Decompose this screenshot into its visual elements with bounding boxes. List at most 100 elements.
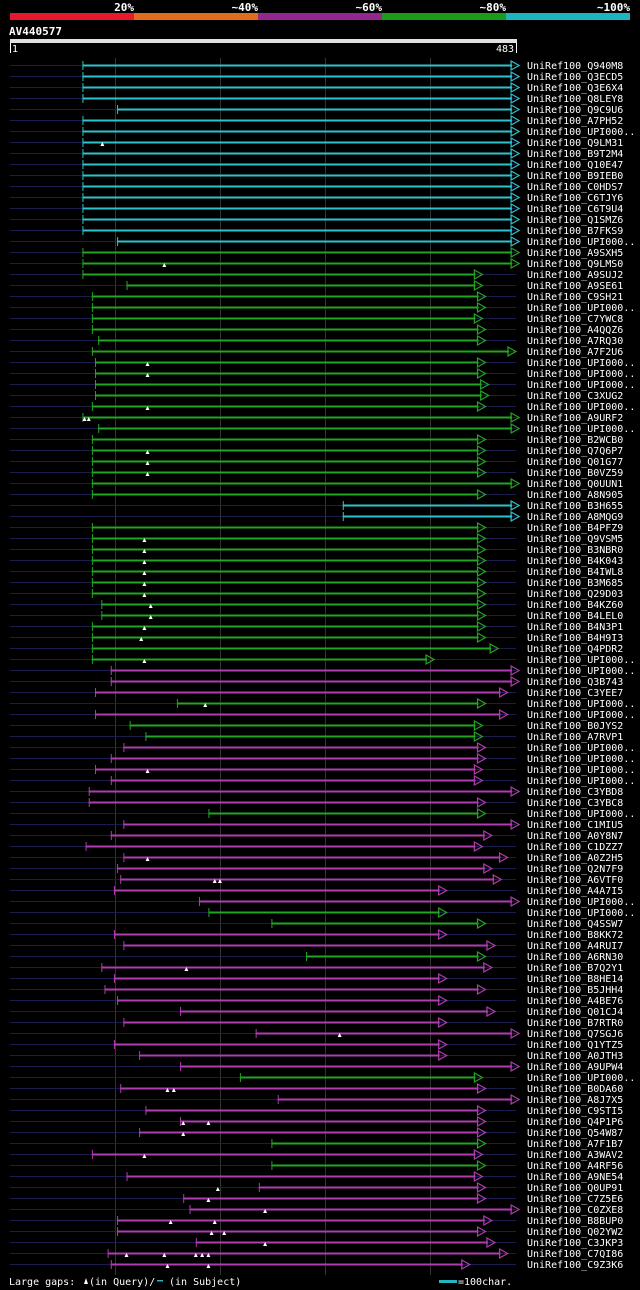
hit-id-label[interactable]: UniRef100_A7F1B7	[527, 1139, 623, 1150]
hit-id-label[interactable]: UniRef100_Q54W87	[527, 1128, 623, 1139]
hit-id-label[interactable]: UniRef100_A4RF56	[527, 1161, 623, 1172]
hit-row[interactable]: UniRef100_Q10E47	[10, 158, 623, 171]
hit-row[interactable]: UniRef100_Q1SMZ6	[10, 213, 623, 226]
hit-id-label[interactable]: UniRef100_C3YBC8	[527, 798, 623, 809]
hit-id-label[interactable]: UniRef100_A3WAV2	[527, 1150, 623, 1161]
hit-id-label[interactable]: UniRef100_A0JTH3	[527, 1051, 623, 1062]
hit-id-label[interactable]: UniRef100_UPI000..	[527, 754, 635, 765]
hit-row[interactable]: UniRef100_UPI000..	[10, 378, 635, 391]
hit-id-label[interactable]: UniRef100_B7Q2Y1	[527, 963, 623, 974]
hit-id-label[interactable]: UniRef100_C3JKP3	[527, 1238, 623, 1249]
hit-row[interactable]: UniRef100_A7RQ30	[10, 334, 623, 347]
hit-row[interactable]: UniRef100_A0JTH3	[10, 1049, 623, 1062]
hit-row[interactable]: UniRef100_A9URF2	[10, 411, 623, 424]
hit-id-label[interactable]: UniRef100_B4PFZ9	[527, 523, 623, 534]
hit-row[interactable]: UniRef100_A0Y8N7	[10, 829, 623, 842]
hit-row[interactable]: UniRef100_UPI000..	[10, 653, 635, 666]
hit-row[interactable]: UniRef100_A7F2U6	[10, 345, 623, 358]
hit-row[interactable]: UniRef100_A8J7X5	[10, 1093, 623, 1106]
hit-row[interactable]: UniRef100_C3YEE7	[10, 686, 623, 699]
hit-id-label[interactable]: UniRef100_UPI000..	[527, 809, 635, 820]
hit-id-label[interactable]: UniRef100_Q3ECD5	[527, 72, 623, 83]
hit-row[interactable]: UniRef100_C1DZZ7	[10, 840, 623, 853]
hit-id-label[interactable]: UniRef100_A9UPW4	[527, 1062, 623, 1073]
hit-id-label[interactable]: UniRef100_B2WCB0	[527, 435, 623, 446]
hit-row[interactable]: UniRef100_UPI000..	[10, 708, 635, 721]
hit-id-label[interactable]: UniRef100_B4IWL8	[527, 567, 623, 578]
hit-row[interactable]: UniRef100_Q8LEY8	[10, 92, 623, 105]
hit-row[interactable]: UniRef100_C3JKP3	[10, 1236, 623, 1249]
hit-id-label[interactable]: UniRef100_Q940M8	[527, 61, 623, 72]
hit-row[interactable]: UniRef100_A9UPW4	[10, 1060, 623, 1073]
hit-row[interactable]: UniRef100_UPI000..	[10, 356, 635, 369]
hit-id-label[interactable]: UniRef100_B9IEB0	[527, 171, 623, 182]
hit-row[interactable]: UniRef100_B0JYS2	[10, 719, 623, 732]
hit-id-label[interactable]: UniRef100_C6TJY6	[527, 193, 623, 204]
hit-row[interactable]: UniRef100_UPI000..	[10, 752, 635, 765]
hit-id-label[interactable]: UniRef100_B5JHH4	[527, 985, 623, 996]
hit-id-label[interactable]: UniRef100_B3M685	[527, 578, 623, 589]
hit-row[interactable]: UniRef100_C1MIU5	[10, 818, 623, 831]
hit-row[interactable]: UniRef100_Q4SSW7	[10, 917, 623, 930]
hit-id-label[interactable]: UniRef100_UPI000..	[527, 424, 635, 435]
hit-id-label[interactable]: UniRef100_Q0UP91	[527, 1183, 623, 1194]
hit-id-label[interactable]: UniRef100_Q01CJ4	[527, 1007, 623, 1018]
hit-row[interactable]: UniRef100_Q29D03	[10, 587, 623, 600]
hit-row[interactable]: UniRef100_A0Z2H5	[10, 851, 623, 864]
hit-row[interactable]: UniRef100_Q1YTZ5	[10, 1038, 623, 1051]
hit-id-label[interactable]: UniRef100_Q4SSW7	[527, 919, 623, 930]
hit-id-label[interactable]: UniRef100_A8N905	[527, 490, 623, 501]
hit-id-label[interactable]: UniRef100_UPI000..	[527, 699, 635, 710]
hit-id-label[interactable]: UniRef100_UPI000..	[527, 710, 635, 721]
hit-id-label[interactable]: UniRef100_C1MIU5	[527, 820, 623, 831]
hit-id-label[interactable]: UniRef100_A7F2U6	[527, 347, 623, 358]
hit-id-label[interactable]: UniRef100_UPI000..	[527, 765, 635, 776]
hit-row[interactable]: UniRef100_C6T9U4	[10, 202, 623, 215]
hit-id-label[interactable]: UniRef100_Q7Q6P7	[527, 446, 623, 457]
hit-id-label[interactable]: UniRef100_C9SH21	[527, 292, 623, 303]
hit-id-label[interactable]: UniRef100_B0DA60	[527, 1084, 623, 1095]
hit-id-label[interactable]: UniRef100_A8MQG9	[527, 512, 623, 523]
hit-id-label[interactable]: UniRef100_C0ZXE8	[527, 1205, 623, 1216]
hit-row[interactable]: UniRef100_A7RVP1	[10, 730, 623, 743]
hit-id-label[interactable]: UniRef100_C3XUG2	[527, 391, 623, 402]
hit-row[interactable]: UniRef100_B0VZ59	[10, 466, 623, 479]
hit-id-label[interactable]: UniRef100_B7FKS9	[527, 226, 623, 237]
hit-id-label[interactable]: UniRef100_Q1YTZ5	[527, 1040, 623, 1051]
hit-id-label[interactable]: UniRef100_B0VZ59	[527, 468, 623, 479]
hit-row[interactable]: UniRef100_Q0UUN1	[10, 477, 623, 490]
hit-row[interactable]: UniRef100_C0HDS7	[10, 180, 623, 193]
hit-row[interactable]: UniRef100_A6RN30	[10, 950, 623, 963]
hit-row[interactable]: UniRef100_UPI000..	[10, 422, 635, 435]
hit-row[interactable]: UniRef100_A9NE54	[10, 1170, 623, 1183]
hit-id-label[interactable]: UniRef100_C1DZZ7	[527, 842, 623, 853]
hit-row[interactable]: UniRef100_A7PH52	[10, 114, 623, 127]
hit-id-label[interactable]: UniRef100_Q3B743	[527, 677, 623, 688]
hit-row[interactable]: UniRef100_C9STI5	[10, 1104, 623, 1117]
hit-id-label[interactable]: UniRef100_B8HE14	[527, 974, 623, 985]
hit-id-label[interactable]: UniRef100_Q10E47	[527, 160, 623, 171]
hit-row[interactable]: UniRef100_UPI000..	[10, 664, 635, 677]
hit-id-label[interactable]: UniRef100_A6RN30	[527, 952, 623, 963]
hit-id-label[interactable]: UniRef100_Q9C9U6	[527, 105, 623, 116]
hit-row[interactable]: UniRef100_Q9VSM5	[10, 532, 623, 545]
hit-id-label[interactable]: UniRef100_B9T2M4	[527, 149, 623, 160]
hit-row[interactable]: UniRef100_Q9C9U6	[10, 103, 623, 116]
hit-row[interactable]: UniRef100_Q7Q6P7	[10, 444, 623, 457]
hit-row[interactable]: UniRef100_Q01CJ4	[10, 1005, 623, 1018]
hit-row[interactable]: UniRef100_UPI000..	[10, 697, 635, 710]
hit-id-label[interactable]: UniRef100_A0Y8N7	[527, 831, 623, 842]
hit-row[interactable]: UniRef100_Q4P1P6	[10, 1115, 623, 1128]
hit-row[interactable]: UniRef100_C9SH21	[10, 290, 623, 303]
hit-row[interactable]: UniRef100_UPI000..	[10, 906, 635, 919]
hit-row[interactable]: UniRef100_A9SE61	[10, 279, 623, 292]
hit-row[interactable]: UniRef100_A9SXH5	[10, 246, 623, 259]
hit-id-label[interactable]: UniRef100_UPI000..	[527, 358, 635, 369]
hit-id-label[interactable]: UniRef100_UPI000..	[527, 1073, 635, 1084]
hit-id-label[interactable]: UniRef100_A6VTF0	[527, 875, 623, 886]
hit-id-label[interactable]: UniRef100_B4N3P1	[527, 622, 623, 633]
hit-id-label[interactable]: UniRef100_C7YWC8	[527, 314, 623, 325]
hit-id-label[interactable]: UniRef100_Q29D03	[527, 589, 623, 600]
hit-id-label[interactable]: UniRef100_Q9LM31	[527, 138, 623, 149]
hit-row[interactable]: UniRef100_UPI000..	[10, 367, 635, 380]
